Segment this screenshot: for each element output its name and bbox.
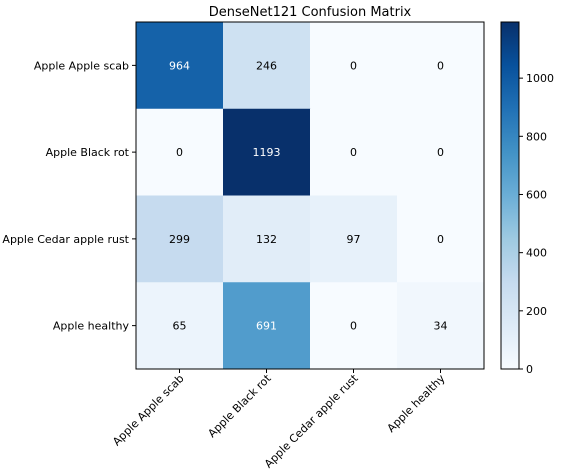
heatmap-cell-r0-c1: [223, 22, 311, 110]
cell-value-r0-c3: 0: [437, 59, 444, 72]
cell-value-r0-c0: 964: [169, 59, 190, 72]
cell-value-r1-c0: 0: [176, 146, 183, 159]
plot-frame: [135, 21, 485, 370]
heatmap-cell-r3-c3: [397, 282, 485, 370]
cell-value-r2-c3: 0: [437, 233, 444, 246]
colorbar-tick-label-2: 400: [526, 247, 547, 260]
cell-value-r2-c1: 132: [256, 233, 277, 246]
cell-value-r0-c2: 0: [350, 59, 357, 72]
colorbar-tick-label-5: 1000: [526, 72, 554, 85]
y-tick-label-2: Apple Cedar apple rust: [2, 233, 129, 246]
heatmap-cell-r3-c2: [310, 282, 398, 370]
cell-value-r1-c1: 1193: [253, 146, 281, 159]
y-tick-label-1: Apple Black rot: [46, 146, 130, 159]
heatmap-cell-r2-c1: [223, 195, 311, 283]
heatmap-cell-r2-c0: [136, 195, 224, 283]
cell-value-r1-c3: 0: [437, 146, 444, 159]
cell-value-r3-c0: 65: [173, 320, 187, 333]
cell-value-r3-c2: 0: [350, 320, 357, 333]
cell-value-r2-c0: 299: [169, 233, 190, 246]
heatmap-cell-r1-c2: [310, 108, 398, 196]
x-tick-label-1: Apple Black rot: [205, 371, 274, 440]
heatmap-cell-r1-c0: [136, 108, 224, 196]
cell-value-r3-c1: 691: [256, 320, 277, 333]
x-tick-label-0: Apple Apple scab: [110, 372, 186, 448]
heatmap-cells: [136, 22, 485, 370]
cell-value-r2-c2: 97: [347, 233, 361, 246]
heatmap-cell-r2-c3: [397, 195, 485, 283]
colorbar-tick-label-1: 200: [526, 305, 547, 318]
cell-value-r3-c3: 34: [434, 320, 448, 333]
heatmap-cell-r0-c3: [397, 22, 485, 110]
heatmap-cell-r2-c2: [310, 195, 398, 283]
heatmap-cell-r1-c1: [223, 108, 311, 196]
cell-value-r0-c1: 246: [256, 59, 277, 72]
colorbar-ticks: 0 200 400 600 800 1000: [519, 72, 554, 376]
y-tick-label-0: Apple Apple scab: [34, 59, 129, 72]
heatmap-cell-r1-c3: [397, 108, 485, 196]
colorbar-gradient: [500, 21, 520, 370]
heatmap-cell-r3-c1: [223, 282, 311, 370]
y-axis-ticks: Apple Apple scab Apple Black rot Apple Ced…: [2, 59, 136, 333]
chart-title: DenseNet121 Confusion Matrix: [209, 5, 412, 20]
heatmap-cell-r0-c2: [310, 22, 398, 110]
colorbar: 0 200 400 600 800 1000: [500, 21, 554, 376]
x-tick-label-3: Apple healthy: [385, 372, 448, 435]
x-tick-label-2: Apple Cedar apple rust: [262, 371, 361, 470]
colorbar-tick-label-0: 0: [526, 363, 533, 376]
y-tick-label-3: Apple healthy: [53, 320, 130, 333]
cell-value-r1-c2: 0: [350, 146, 357, 159]
colorbar-tick-label-4: 800: [526, 130, 547, 143]
heatmap-cell-labels: 964 246 0 0 0 1193 0 0 299 132 97 0 65 691 0 34: [169, 59, 448, 332]
heatmap-cell-r3-c0: [136, 282, 224, 370]
colorbar-tick-label-3: 600: [526, 188, 547, 201]
heatmap-cell-r0-c0: [136, 22, 224, 110]
